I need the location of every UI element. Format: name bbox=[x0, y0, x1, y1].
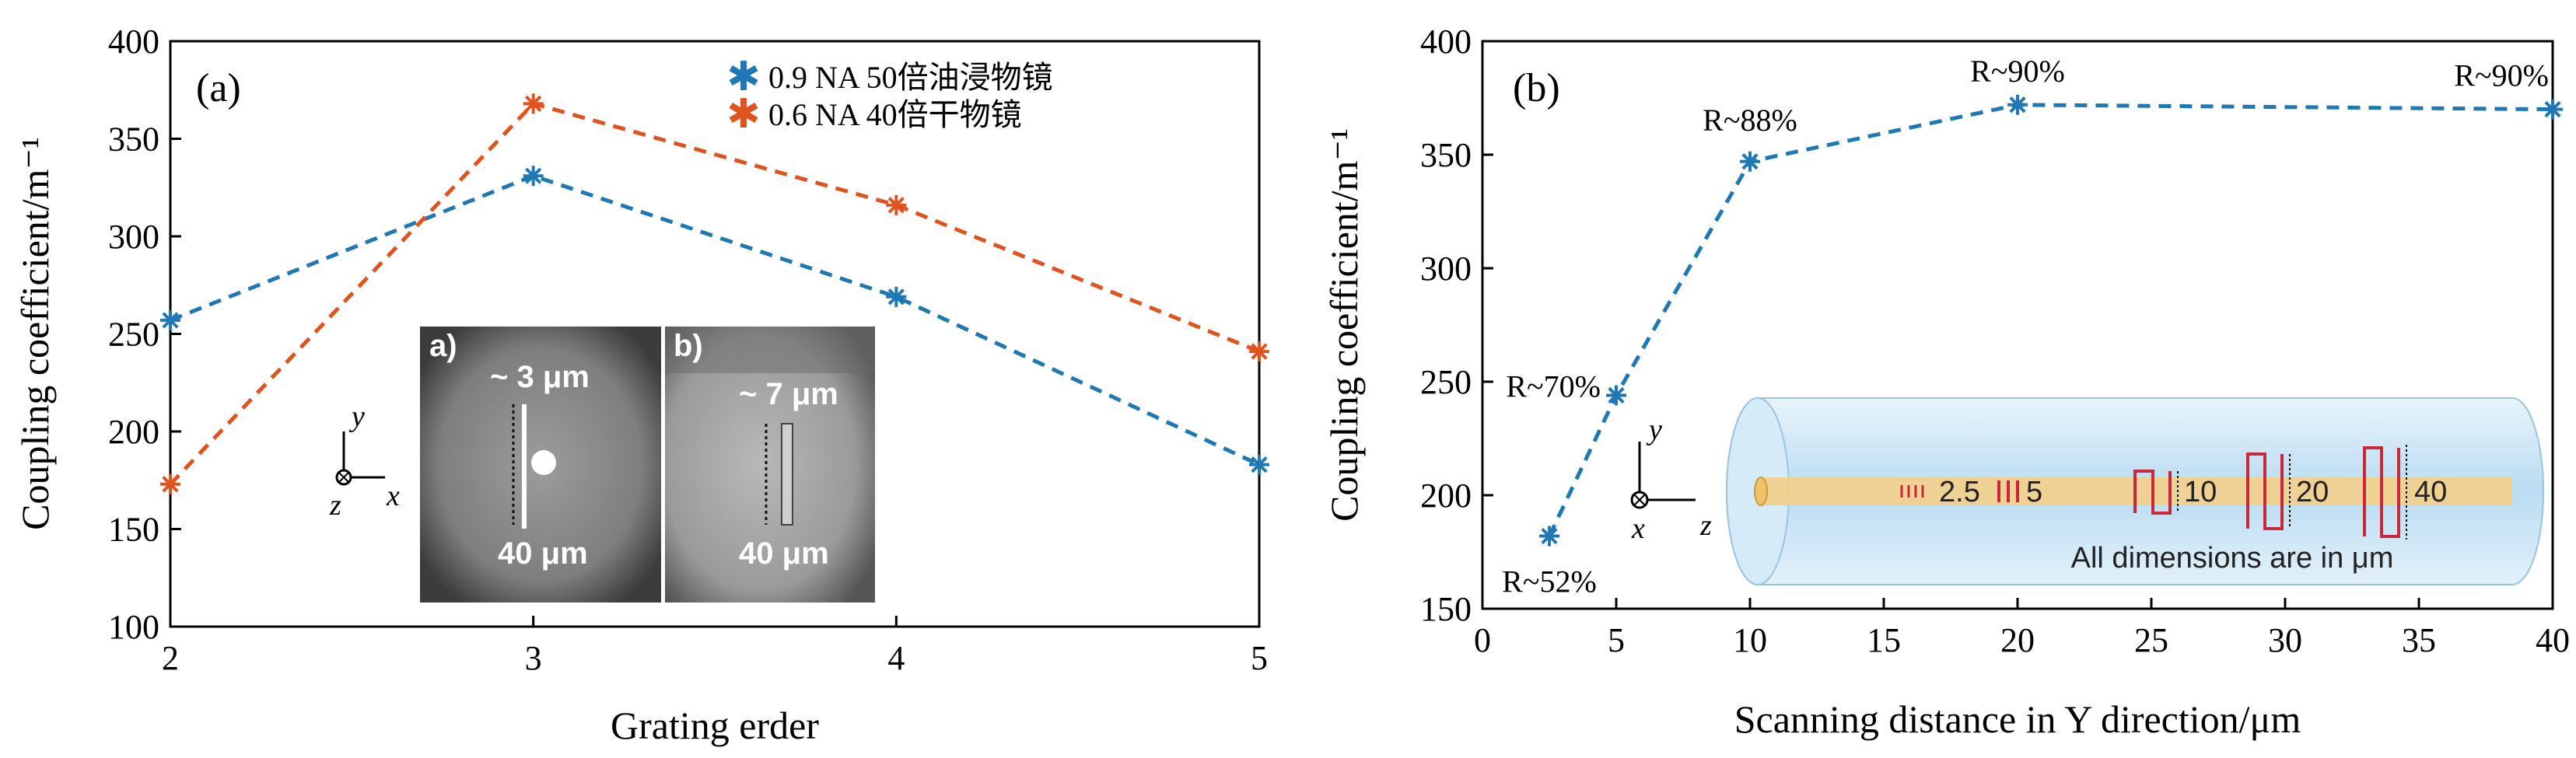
data-point-a-1 bbox=[160, 473, 180, 494]
scan-label-2p5: 2.5 bbox=[1939, 476, 1980, 508]
scan-label-5: 5 bbox=[2026, 476, 2042, 508]
fiber-core-end bbox=[1754, 477, 1768, 506]
scan-label-20: 20 bbox=[2296, 476, 2329, 508]
y-tick-label-b: 250 bbox=[1420, 363, 1472, 401]
axis-z-b: z bbox=[1699, 509, 1712, 542]
legend-label-0: 0.9 NA 50倍油浸物镜 bbox=[768, 60, 1053, 95]
x-tick-label-b: 15 bbox=[1867, 621, 1901, 659]
data-point-b bbox=[2007, 94, 2028, 115]
sem-b-top-shade bbox=[665, 327, 875, 373]
coordinate-axes-a: y z x bbox=[329, 400, 400, 522]
data-point-b bbox=[1606, 385, 1626, 406]
x-tick-label-a: 4 bbox=[887, 639, 905, 677]
scan-mark-20 bbox=[2246, 452, 2284, 530]
y-tick-label-a: 400 bbox=[108, 23, 159, 61]
axis-y-b: y bbox=[1646, 414, 1662, 446]
x-tick-label-b: 40 bbox=[2536, 621, 2570, 659]
y-tick-label-b: 150 bbox=[1420, 590, 1472, 628]
axis-x-b: x bbox=[1631, 512, 1645, 545]
axis-z-a: z bbox=[329, 489, 341, 522]
y-ticks-b: 150 200 250 300 350 400 bbox=[1420, 23, 1493, 628]
panel-label-a: (a) bbox=[196, 66, 241, 110]
legend-marker-0: ✱ bbox=[726, 55, 761, 100]
fiber-inset: 2.5 5 10 20 40 All dimensions are in μm bbox=[1726, 397, 2544, 585]
y-tick-label-a: 250 bbox=[108, 316, 159, 354]
sem-width-b: ~ 7 μm bbox=[739, 377, 838, 411]
legend-marker-1: ✱ bbox=[726, 93, 761, 137]
x-tick-label-a: 5 bbox=[1251, 639, 1268, 677]
y-tick-label-b: 200 bbox=[1420, 477, 1472, 515]
y-tick-label-a: 200 bbox=[108, 413, 159, 451]
x-axis-label-b: Scanning distance in Y direction/μm bbox=[1734, 697, 2301, 741]
data-point-a-0 bbox=[886, 286, 907, 307]
x-tick-label-b: 35 bbox=[2402, 621, 2436, 659]
data-point-a-0 bbox=[523, 166, 544, 187]
coordinate-axes-b: y x z bbox=[1630, 414, 1712, 545]
point-annotation-b: R~70% bbox=[1506, 369, 1601, 404]
data-point-a-0 bbox=[160, 309, 180, 330]
legend-a: ✱ 0.9 NA 50倍油浸物镜 ✱ 0.6 NA 40倍干物镜 bbox=[726, 55, 1052, 137]
series-group-a bbox=[160, 93, 1269, 494]
scan-mark-10 bbox=[2133, 470, 2172, 515]
y-tick-label-a: 150 bbox=[108, 511, 159, 549]
panel-label-b: (b) bbox=[1513, 66, 1560, 110]
point-annotation-b: R~90% bbox=[2454, 58, 2549, 93]
y-tick-label-b: 400 bbox=[1420, 23, 1472, 61]
y-tick-label-a: 300 bbox=[108, 218, 159, 256]
scan-mark-2p5 bbox=[1900, 485, 1924, 498]
y-tick-label-b: 300 bbox=[1420, 250, 1472, 288]
x-tick-label-b: 20 bbox=[2000, 621, 2035, 659]
series-line-a-0 bbox=[170, 173, 1261, 466]
point-annotation-b: R~90% bbox=[1970, 54, 2065, 89]
y-axis-label-a: Coupling coefficient/m⁻¹ bbox=[13, 137, 57, 530]
data-point-a-1 bbox=[886, 194, 907, 215]
x-tick-label-a: 3 bbox=[525, 639, 542, 677]
x-tick-label-b: 5 bbox=[1608, 621, 1625, 659]
y-ticks-a: 100 150 200 250 300 350 400 bbox=[108, 23, 181, 646]
point-annotation-b: R~52% bbox=[1502, 564, 1597, 599]
scan-mark-40 bbox=[2363, 446, 2400, 538]
sem-length-b: 40 μm bbox=[739, 536, 829, 571]
sem-label-b: b) bbox=[674, 329, 703, 363]
chart-a: 100 150 200 250 300 350 400 2 3 4 5 (a) Grating e… bbox=[13, 23, 1269, 747]
fiber-caption: All dimensions are in μm bbox=[2071, 542, 2394, 575]
series-group-b: R~52% R~70% R~88% R~90% R~90% bbox=[1502, 54, 2563, 599]
x-tick-label-b: 10 bbox=[1733, 621, 1767, 659]
sem-slot-b bbox=[781, 423, 793, 526]
data-point-b bbox=[2543, 99, 2563, 120]
sem-width-a: ~ 3 μm bbox=[490, 360, 590, 394]
scan-mark-5 bbox=[1997, 480, 2019, 502]
data-point-a-0 bbox=[1249, 454, 1269, 475]
sem-spot-a bbox=[531, 450, 556, 475]
x-axis-label-a: Grating erder bbox=[611, 704, 819, 747]
x-tick-label-b: 30 bbox=[2268, 621, 2302, 659]
x-tick-label-b: 25 bbox=[2134, 621, 2168, 659]
y-tick-label-a: 350 bbox=[108, 121, 159, 159]
point-annotation-b: R~88% bbox=[1703, 103, 1797, 138]
y-tick-label-a: 100 bbox=[108, 608, 159, 646]
axis-x-a: x bbox=[386, 480, 400, 512]
x-tick-label-b: 0 bbox=[1474, 621, 1491, 659]
x-ticks-a: 2 3 4 5 bbox=[162, 616, 1268, 677]
sem-length-a: 40 μm bbox=[498, 536, 588, 571]
data-point-a-1 bbox=[523, 93, 544, 114]
x-ticks-b: 0 5 10 15 20 25 30 35 40 bbox=[1474, 598, 2570, 659]
legend-label-1: 0.6 NA 40倍干物镜 bbox=[768, 97, 1022, 132]
scan-label-40: 40 bbox=[2414, 476, 2447, 508]
axis-y-a: y bbox=[348, 400, 365, 433]
inset-sem-a: a) b) ~ 3 μm ~ 7 μm 40 μm 40 μm bbox=[420, 327, 875, 603]
sem-label-a: a) bbox=[429, 329, 457, 363]
data-point-b bbox=[1539, 526, 1559, 547]
series-line-a-1 bbox=[169, 101, 1260, 486]
data-point-b bbox=[1740, 151, 1760, 172]
y-axis-label-b: Coupling coefficient/m⁻¹ bbox=[1322, 128, 1366, 522]
y-tick-label-b: 350 bbox=[1420, 136, 1472, 174]
scan-label-10: 10 bbox=[2184, 476, 2217, 508]
data-point-a-1 bbox=[1249, 341, 1269, 362]
x-tick-label-a: 2 bbox=[162, 639, 179, 677]
